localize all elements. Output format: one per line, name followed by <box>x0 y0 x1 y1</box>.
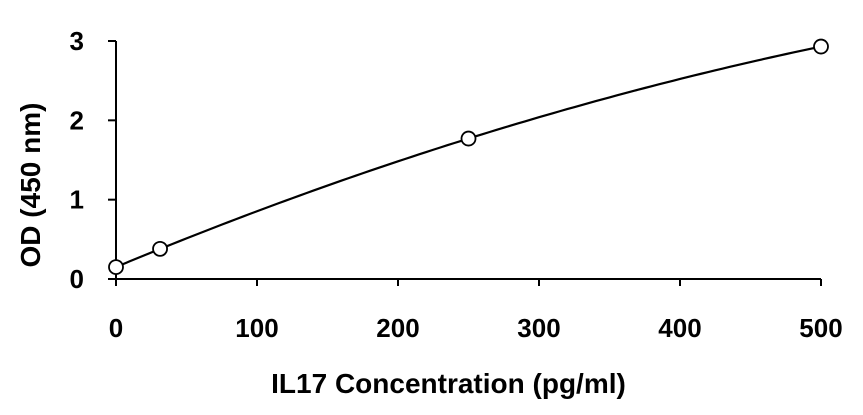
ticks-layer: 0 100 200 300 400 500 0 1 2 3 <box>70 26 843 343</box>
data-point-marker <box>152 240 168 257</box>
y-tick-label: 2 <box>70 105 84 135</box>
markers-layer <box>108 38 829 276</box>
x-tick-label: 400 <box>658 313 701 343</box>
data-point-marker <box>460 130 477 147</box>
y-tick-label: 0 <box>70 264 84 294</box>
y-axis-title: OD (450 nm) <box>15 103 46 268</box>
y-tick-label: 1 <box>70 185 84 215</box>
data-point-marker <box>813 38 829 55</box>
y-tick-label: 3 <box>70 26 84 56</box>
x-tick-label: 100 <box>235 313 278 343</box>
x-tick-label: 200 <box>376 313 419 343</box>
x-tick-label: 0 <box>109 313 123 343</box>
x-tick-label: 300 <box>517 313 560 343</box>
data-point-marker <box>108 259 124 276</box>
axes-layer <box>115 41 821 280</box>
x-tick-label: 500 <box>799 313 842 343</box>
x-axis-title: IL17 Concentration (pg/ml) <box>271 368 626 399</box>
fit-curve <box>115 45 822 269</box>
series-layer <box>115 45 822 269</box>
